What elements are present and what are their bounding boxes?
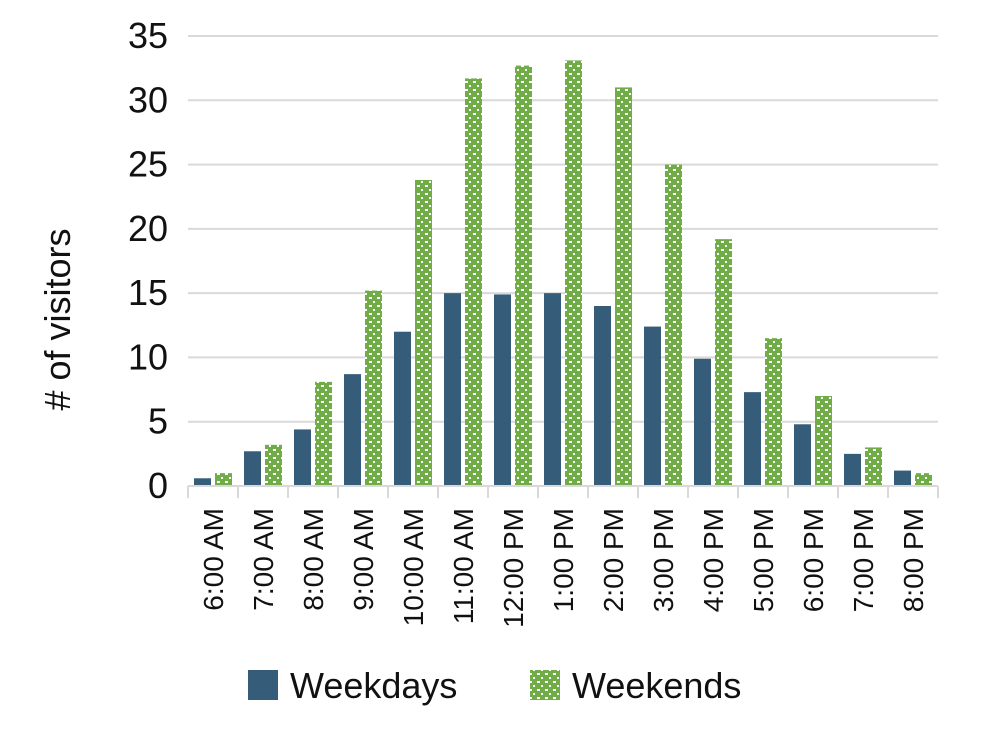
bar-weekends <box>665 164 682 487</box>
y-tick-label: 0 <box>148 465 168 506</box>
bar-weekdays <box>544 293 561 486</box>
bar-weekdays <box>794 424 811 486</box>
bar-weekends <box>265 444 282 486</box>
y-axis-title: # of visitors <box>37 228 78 410</box>
legend-label-weekends: Weekends <box>572 665 741 706</box>
bar-weekdays <box>594 306 611 486</box>
x-tick-label: 3:00 PM <box>648 508 679 612</box>
legend-swatch-weekends <box>530 670 560 700</box>
legend-swatch-weekdays <box>248 670 278 700</box>
bars-layer <box>194 60 932 487</box>
bar-weekdays <box>444 293 461 486</box>
x-tick-label: 10:00 AM <box>398 508 429 626</box>
x-tick-label: 8:00 AM <box>298 508 329 611</box>
bar-weekdays <box>694 358 711 486</box>
bar-weekdays <box>844 453 861 486</box>
legend: Weekdays Weekends <box>248 665 741 706</box>
x-tick-label: 2:00 PM <box>598 508 629 612</box>
bar-weekends <box>215 473 232 486</box>
bar-weekdays <box>494 294 511 486</box>
x-tick-label: 4:00 PM <box>698 508 729 612</box>
bar-weekdays <box>744 392 761 486</box>
y-tick-label: 15 <box>128 272 168 313</box>
bar-weekends <box>365 290 382 486</box>
x-tick-label: 9:00 AM <box>348 508 379 611</box>
x-tick-label: 7:00 AM <box>248 508 279 611</box>
bar-weekdays <box>294 429 311 486</box>
y-tick-label: 30 <box>128 79 168 120</box>
bar-weekends <box>315 381 332 486</box>
bar-weekends <box>765 338 782 486</box>
bar-weekdays <box>344 374 361 486</box>
bar-weekends <box>865 447 882 486</box>
bar-weekdays <box>244 451 261 486</box>
y-tick-label: 10 <box>128 336 168 377</box>
x-tick-label: 6:00 AM <box>198 508 229 611</box>
bar-weekends <box>515 65 532 487</box>
bar-weekdays <box>194 478 211 486</box>
y-tick-label: 5 <box>148 401 168 442</box>
grid-layer <box>188 35 938 423</box>
y-axis: # of visitors 0 5 10 15 20 25 30 35 <box>37 15 168 506</box>
bar-weekends <box>615 87 632 486</box>
bar-weekdays <box>644 326 661 486</box>
y-tick-label: 25 <box>128 144 168 185</box>
x-tick-label: 12:00 PM <box>498 508 529 628</box>
x-axis: 6:00 AM 7:00 AM 8:00 AM 9:00 AM 10:00 AM 11:0… <box>187 485 939 628</box>
legend-label-weekdays: Weekdays <box>290 665 457 706</box>
bar-weekends <box>815 396 832 486</box>
x-tick-label: 1:00 PM <box>548 508 579 612</box>
bar-weekends <box>915 473 932 486</box>
bar-weekdays <box>894 470 911 486</box>
x-tick-label: 7:00 PM <box>848 508 879 612</box>
bar-weekends <box>715 239 732 486</box>
x-tick-label: 6:00 PM <box>798 508 829 612</box>
x-tick-label: 11:00 AM <box>448 508 479 624</box>
y-tick-label: 35 <box>128 15 168 56</box>
bar-weekends <box>565 60 582 487</box>
bar-weekends <box>415 180 432 486</box>
y-tick-label: 20 <box>128 208 168 249</box>
x-tick-label: 5:00 PM <box>748 508 779 612</box>
bar-weekdays <box>394 331 411 486</box>
bar-weekends <box>465 78 482 486</box>
x-tick-label: 8:00 PM <box>898 508 929 612</box>
